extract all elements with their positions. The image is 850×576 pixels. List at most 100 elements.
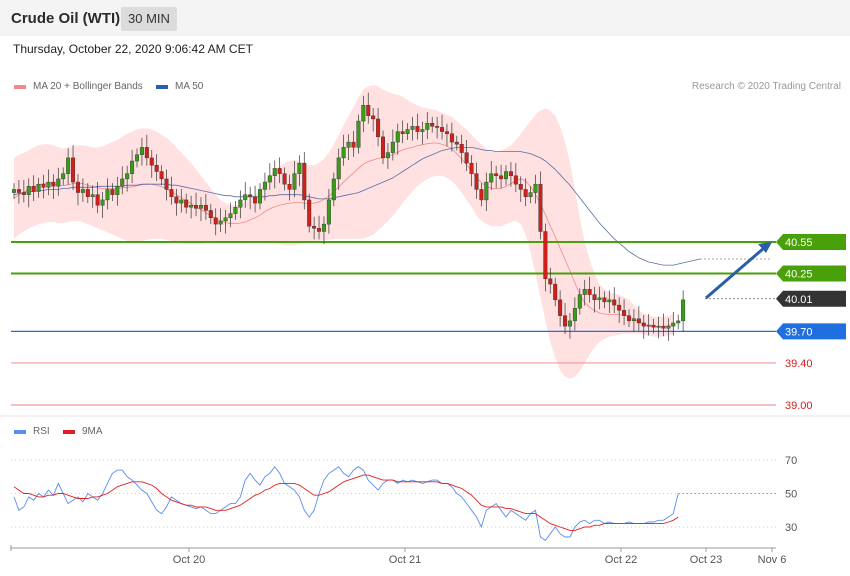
candle-body (248, 194, 253, 197)
candle-body (489, 173, 494, 183)
candle-body (66, 157, 71, 174)
candle-body (272, 168, 277, 176)
candle-body (508, 171, 513, 176)
candle-body (651, 324, 656, 328)
candle-body (646, 324, 651, 327)
candle-body (331, 178, 336, 201)
level-tag-pivot (776, 323, 846, 340)
candle-body (381, 136, 386, 159)
candle-body (602, 297, 607, 303)
candle-body (317, 228, 322, 232)
candle-body (528, 192, 533, 197)
copyright-text: Research © 2020 Trading Central (691, 81, 841, 92)
candle-body (287, 183, 292, 190)
candle-body (16, 189, 21, 193)
candle-body (681, 299, 686, 322)
candle-body (631, 318, 636, 322)
candle-body (218, 220, 223, 225)
candle-body (474, 173, 479, 190)
rsi-tick-label: 70 (785, 455, 797, 467)
candle-body (376, 118, 381, 138)
candle-body (420, 129, 425, 132)
candle-body (149, 157, 154, 166)
candle-body (361, 105, 366, 122)
candle-body (636, 318, 641, 324)
candle-body (341, 147, 346, 159)
candle-body (523, 189, 528, 197)
candle-body (321, 223, 326, 232)
candle-body (56, 178, 61, 187)
candle-body (390, 141, 395, 153)
candle-body (105, 189, 110, 201)
ma20-legend-swatch (14, 85, 26, 89)
rsi-line (13, 465, 679, 542)
level-tag-resistance (776, 234, 846, 250)
level-label: 39.00 (785, 400, 813, 412)
candle-body (385, 152, 390, 159)
candle-body (134, 154, 139, 162)
candle-body (258, 189, 263, 204)
candle-body (572, 308, 577, 322)
candle-body (666, 325, 671, 329)
candle-body (130, 160, 135, 174)
candle-body (139, 147, 144, 155)
candle-body (312, 226, 317, 229)
candle-body (484, 181, 489, 201)
legend-rsi: RSI (33, 426, 50, 437)
bollinger-band (14, 85, 674, 379)
candle-body (228, 213, 233, 219)
candle-body (85, 189, 90, 197)
candle-body (179, 199, 184, 204)
candle-body (243, 194, 248, 201)
candle-body (400, 131, 405, 134)
candle-body (292, 173, 297, 190)
timeframe-button[interactable]: 30 MIN (121, 7, 177, 31)
candle-body (592, 294, 597, 301)
candle-body (567, 320, 572, 327)
rsi-panel: 70 50 30 (11, 455, 797, 542)
candle-body (11, 189, 16, 193)
candle-body (440, 127, 445, 132)
candle-body (444, 131, 449, 134)
level-tag-resistance (776, 265, 846, 282)
forecast-arrowhead (758, 242, 772, 253)
rsi-tick-label: 50 (785, 489, 797, 501)
candle-body (233, 207, 238, 214)
candle-body (558, 299, 563, 316)
candle-body (238, 199, 243, 208)
candle-body (469, 162, 474, 174)
candle-body (46, 181, 51, 188)
x-tick-label: Oct 21 (389, 554, 421, 566)
candle-body (262, 181, 267, 190)
candle-body (405, 129, 410, 134)
candle-body (208, 210, 213, 219)
x-tick-label: Nov 6 (758, 554, 787, 566)
candle-body (553, 283, 558, 301)
candle-body (75, 181, 80, 193)
legend-ma50: MA 50 (175, 81, 204, 92)
candle-body (110, 189, 115, 195)
candle-body (203, 204, 208, 211)
candle-body (61, 173, 66, 180)
rsi-ma-line (13, 474, 679, 531)
candle-body (100, 199, 105, 206)
candle-body (194, 204, 199, 209)
level-label: 39.40 (785, 358, 813, 370)
candle-body (351, 141, 356, 148)
candle-body (366, 105, 371, 117)
candle-body (395, 131, 400, 143)
candle-body (607, 299, 612, 303)
x-tick-label: Oct 20 (173, 554, 205, 566)
instrument-title: Crude Oil (WTI) (11, 10, 121, 27)
candle-body (425, 122, 430, 130)
candle-body (302, 162, 307, 201)
x-tick-label: Oct 23 (690, 554, 722, 566)
candle-body (661, 325, 666, 329)
candle-body (154, 165, 159, 172)
candle-body (282, 173, 287, 185)
level-tag-current (776, 290, 846, 307)
candle-body (494, 173, 499, 176)
level-label: 40.55 (785, 237, 813, 249)
candle-body (622, 310, 627, 316)
candle-body (198, 204, 203, 209)
